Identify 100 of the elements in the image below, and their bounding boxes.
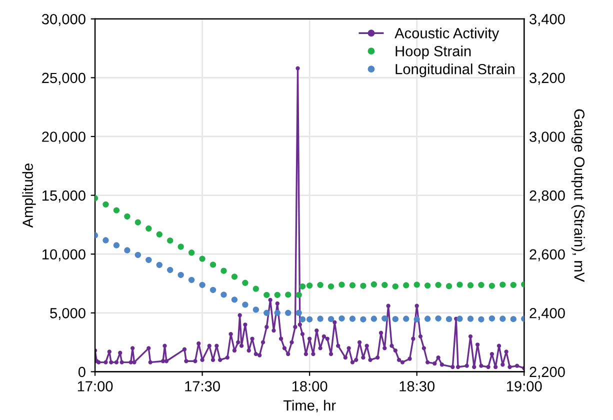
point (102, 237, 109, 244)
y-tick-label: 10,000 (42, 249, 86, 262)
point (510, 282, 516, 288)
point (264, 310, 270, 316)
point (446, 316, 452, 322)
point (317, 316, 324, 322)
point (167, 266, 174, 274)
point (488, 315, 496, 322)
x-tick-label: 18:00 (292, 381, 328, 392)
point (478, 316, 484, 322)
point (500, 316, 506, 322)
point (296, 292, 302, 298)
y2-tick-label: 2,800 (530, 190, 565, 202)
y2-tick-label: 2,200 (530, 366, 565, 379)
y2-tick-label: 3,000 (530, 132, 565, 144)
point (134, 219, 142, 226)
point (392, 316, 398, 322)
point (370, 281, 378, 288)
point (220, 292, 227, 298)
point (156, 262, 162, 268)
point (124, 247, 130, 254)
y-tick-label: 0 (78, 366, 86, 378)
point (328, 283, 334, 290)
point (299, 316, 306, 322)
point (392, 283, 398, 290)
point (500, 282, 506, 288)
y2-axis-title: Gauge Output (Strain), mV (571, 109, 585, 282)
point (446, 283, 452, 290)
point (467, 282, 474, 288)
point (299, 283, 306, 290)
y2-tick-label: 2,400 (530, 308, 565, 320)
y-axis-title: Amplitude (22, 164, 36, 228)
point (424, 282, 431, 289)
point (306, 282, 313, 289)
point (178, 272, 184, 278)
x-axis-title: Time, hr (283, 400, 336, 412)
point (370, 316, 378, 322)
point (414, 316, 420, 322)
point (188, 276, 195, 284)
x-tick-label: 19:00 (506, 381, 542, 392)
point (349, 282, 356, 288)
point (199, 282, 206, 288)
point (382, 282, 388, 288)
point (435, 315, 442, 322)
y2-tick-label: 2,600 (530, 249, 565, 262)
y2-tick-label: 3,200 (530, 72, 565, 85)
point (338, 282, 345, 288)
point (124, 213, 130, 220)
point (252, 306, 260, 313)
point (188, 250, 195, 256)
point (102, 201, 109, 208)
point (414, 282, 420, 288)
point (156, 231, 162, 238)
y2-tick-label: 3,400 (530, 14, 565, 26)
y-tick-label: 25,000 (42, 72, 86, 85)
point (264, 292, 270, 298)
x-tick-label: 17:00 (78, 381, 113, 392)
point (113, 242, 120, 248)
point (285, 292, 292, 298)
point (360, 316, 366, 322)
point (424, 316, 431, 322)
point (467, 316, 474, 322)
point (435, 282, 442, 288)
x-tick-label: 18:30 (400, 381, 435, 392)
point (317, 282, 324, 288)
point (285, 310, 292, 316)
x-tick-label: 17:30 (185, 381, 220, 392)
y-tick-label: 20,000 (42, 132, 86, 144)
point (338, 315, 345, 322)
point (403, 282, 410, 288)
point (274, 292, 280, 298)
point (274, 310, 280, 316)
point (231, 296, 238, 303)
point (231, 274, 238, 280)
point (210, 286, 216, 294)
point (134, 252, 142, 258)
point (456, 316, 463, 322)
legend-label: Longitudinal Strain (396, 64, 514, 78)
point (220, 268, 227, 274)
point (296, 310, 302, 316)
point (199, 256, 206, 262)
point (478, 282, 484, 288)
point (360, 282, 366, 289)
point (349, 316, 356, 322)
point (403, 316, 410, 322)
point (456, 282, 463, 288)
point (178, 244, 184, 250)
point (113, 207, 120, 214)
point (510, 316, 516, 322)
point (488, 282, 496, 289)
y-tick-label: 15,000 (42, 190, 86, 202)
point (328, 316, 334, 322)
point (242, 280, 248, 286)
point (382, 315, 388, 322)
y-tick-label: 30,000 (42, 14, 86, 26)
legend-label: Acoustic Activity (394, 28, 500, 42)
legend-label: Hoop Strain (396, 46, 471, 60)
y-tick-label: 5,000 (50, 308, 86, 320)
point (306, 316, 313, 322)
point (146, 256, 152, 264)
